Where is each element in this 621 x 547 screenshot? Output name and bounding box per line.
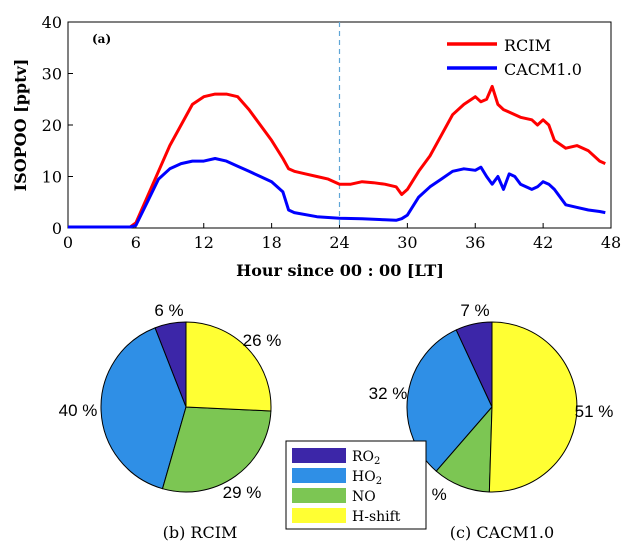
x-tick-label: 42 (533, 233, 553, 252)
pie-label-ho2: 40 % (59, 401, 98, 420)
y-axis-ticks: 0 10 20 30 40 (42, 13, 73, 238)
y-axis-label: ISOPOO [pptv] (11, 59, 30, 192)
legend-label-cacm: CACM1.0 (504, 60, 582, 79)
x-tick-label: 12 (194, 233, 214, 252)
caption-b: (b) RCIM (163, 523, 238, 542)
y-tick-label: 40 (42, 13, 62, 32)
pie-legend-swatch (292, 448, 346, 463)
pie-slice-h-shift (488, 321, 578, 493)
pie-label-no: 29 % (223, 483, 262, 502)
pie-legend-label: H-shift (352, 509, 401, 525)
x-axis-ticks: 0 6 12 18 24 30 36 42 48 (63, 223, 621, 252)
series-line-rcim (68, 84, 606, 229)
pie-chart-cacm: 7 %32 %11 %51 % (369, 301, 614, 504)
line-legend: RCIM CACM1.0 (447, 36, 582, 79)
caption-c: (c) CACM1.0 (450, 523, 554, 542)
series-lines (68, 84, 606, 229)
pie-slice-ho2 (100, 327, 187, 490)
x-tick-label: 18 (261, 233, 281, 252)
legend-label-rcim: RCIM (504, 36, 551, 55)
x-tick-label: 0 (63, 233, 73, 252)
series-line-cacm1-0 (68, 157, 606, 229)
pie-label-h-shift: 51 % (575, 402, 614, 421)
pie-legend-label: NO (352, 489, 376, 505)
x-tick-label: 6 (131, 233, 141, 252)
x-tick-label: 48 (601, 233, 621, 252)
pie-legend: RO2 HO2 NO H-shift (285, 440, 427, 530)
pie-legend-swatch (292, 468, 346, 483)
pie-chart-rcim: 6 % 40 % 29 % 26 % (59, 301, 282, 502)
y-tick-label: 30 (42, 65, 62, 84)
pie-legend-label: HO2 (352, 469, 382, 487)
pie-slice-h-shift (185, 321, 272, 412)
y-tick-label: 20 (42, 116, 62, 135)
pie-slice-no (161, 406, 272, 493)
pie-label-h-shift: 26 % (243, 331, 282, 350)
pie-legend-swatch (292, 488, 346, 503)
x-tick-label: 36 (465, 233, 485, 252)
y-tick-label: 0 (52, 219, 62, 238)
pie-label-ro2: 6 % (154, 301, 183, 320)
x-tick-label: 24 (329, 233, 349, 252)
x-axis-label: Hour since 00 : 00 [LT] (236, 261, 444, 280)
pie-legend-label: RO2 (352, 449, 380, 467)
line-chart-panel: 0 10 20 30 40 0 6 12 18 24 30 36 42 48 (a) RCIM CACM… (11, 13, 621, 280)
pie-label-ro2: 7 % (460, 301, 489, 320)
panel-tag: (a) (92, 32, 111, 46)
pie-legend-swatch (292, 508, 346, 523)
x-tick-label: 30 (397, 233, 417, 252)
y-tick-label: 10 (42, 168, 62, 187)
pie-label-ho2: 32 % (369, 384, 408, 403)
